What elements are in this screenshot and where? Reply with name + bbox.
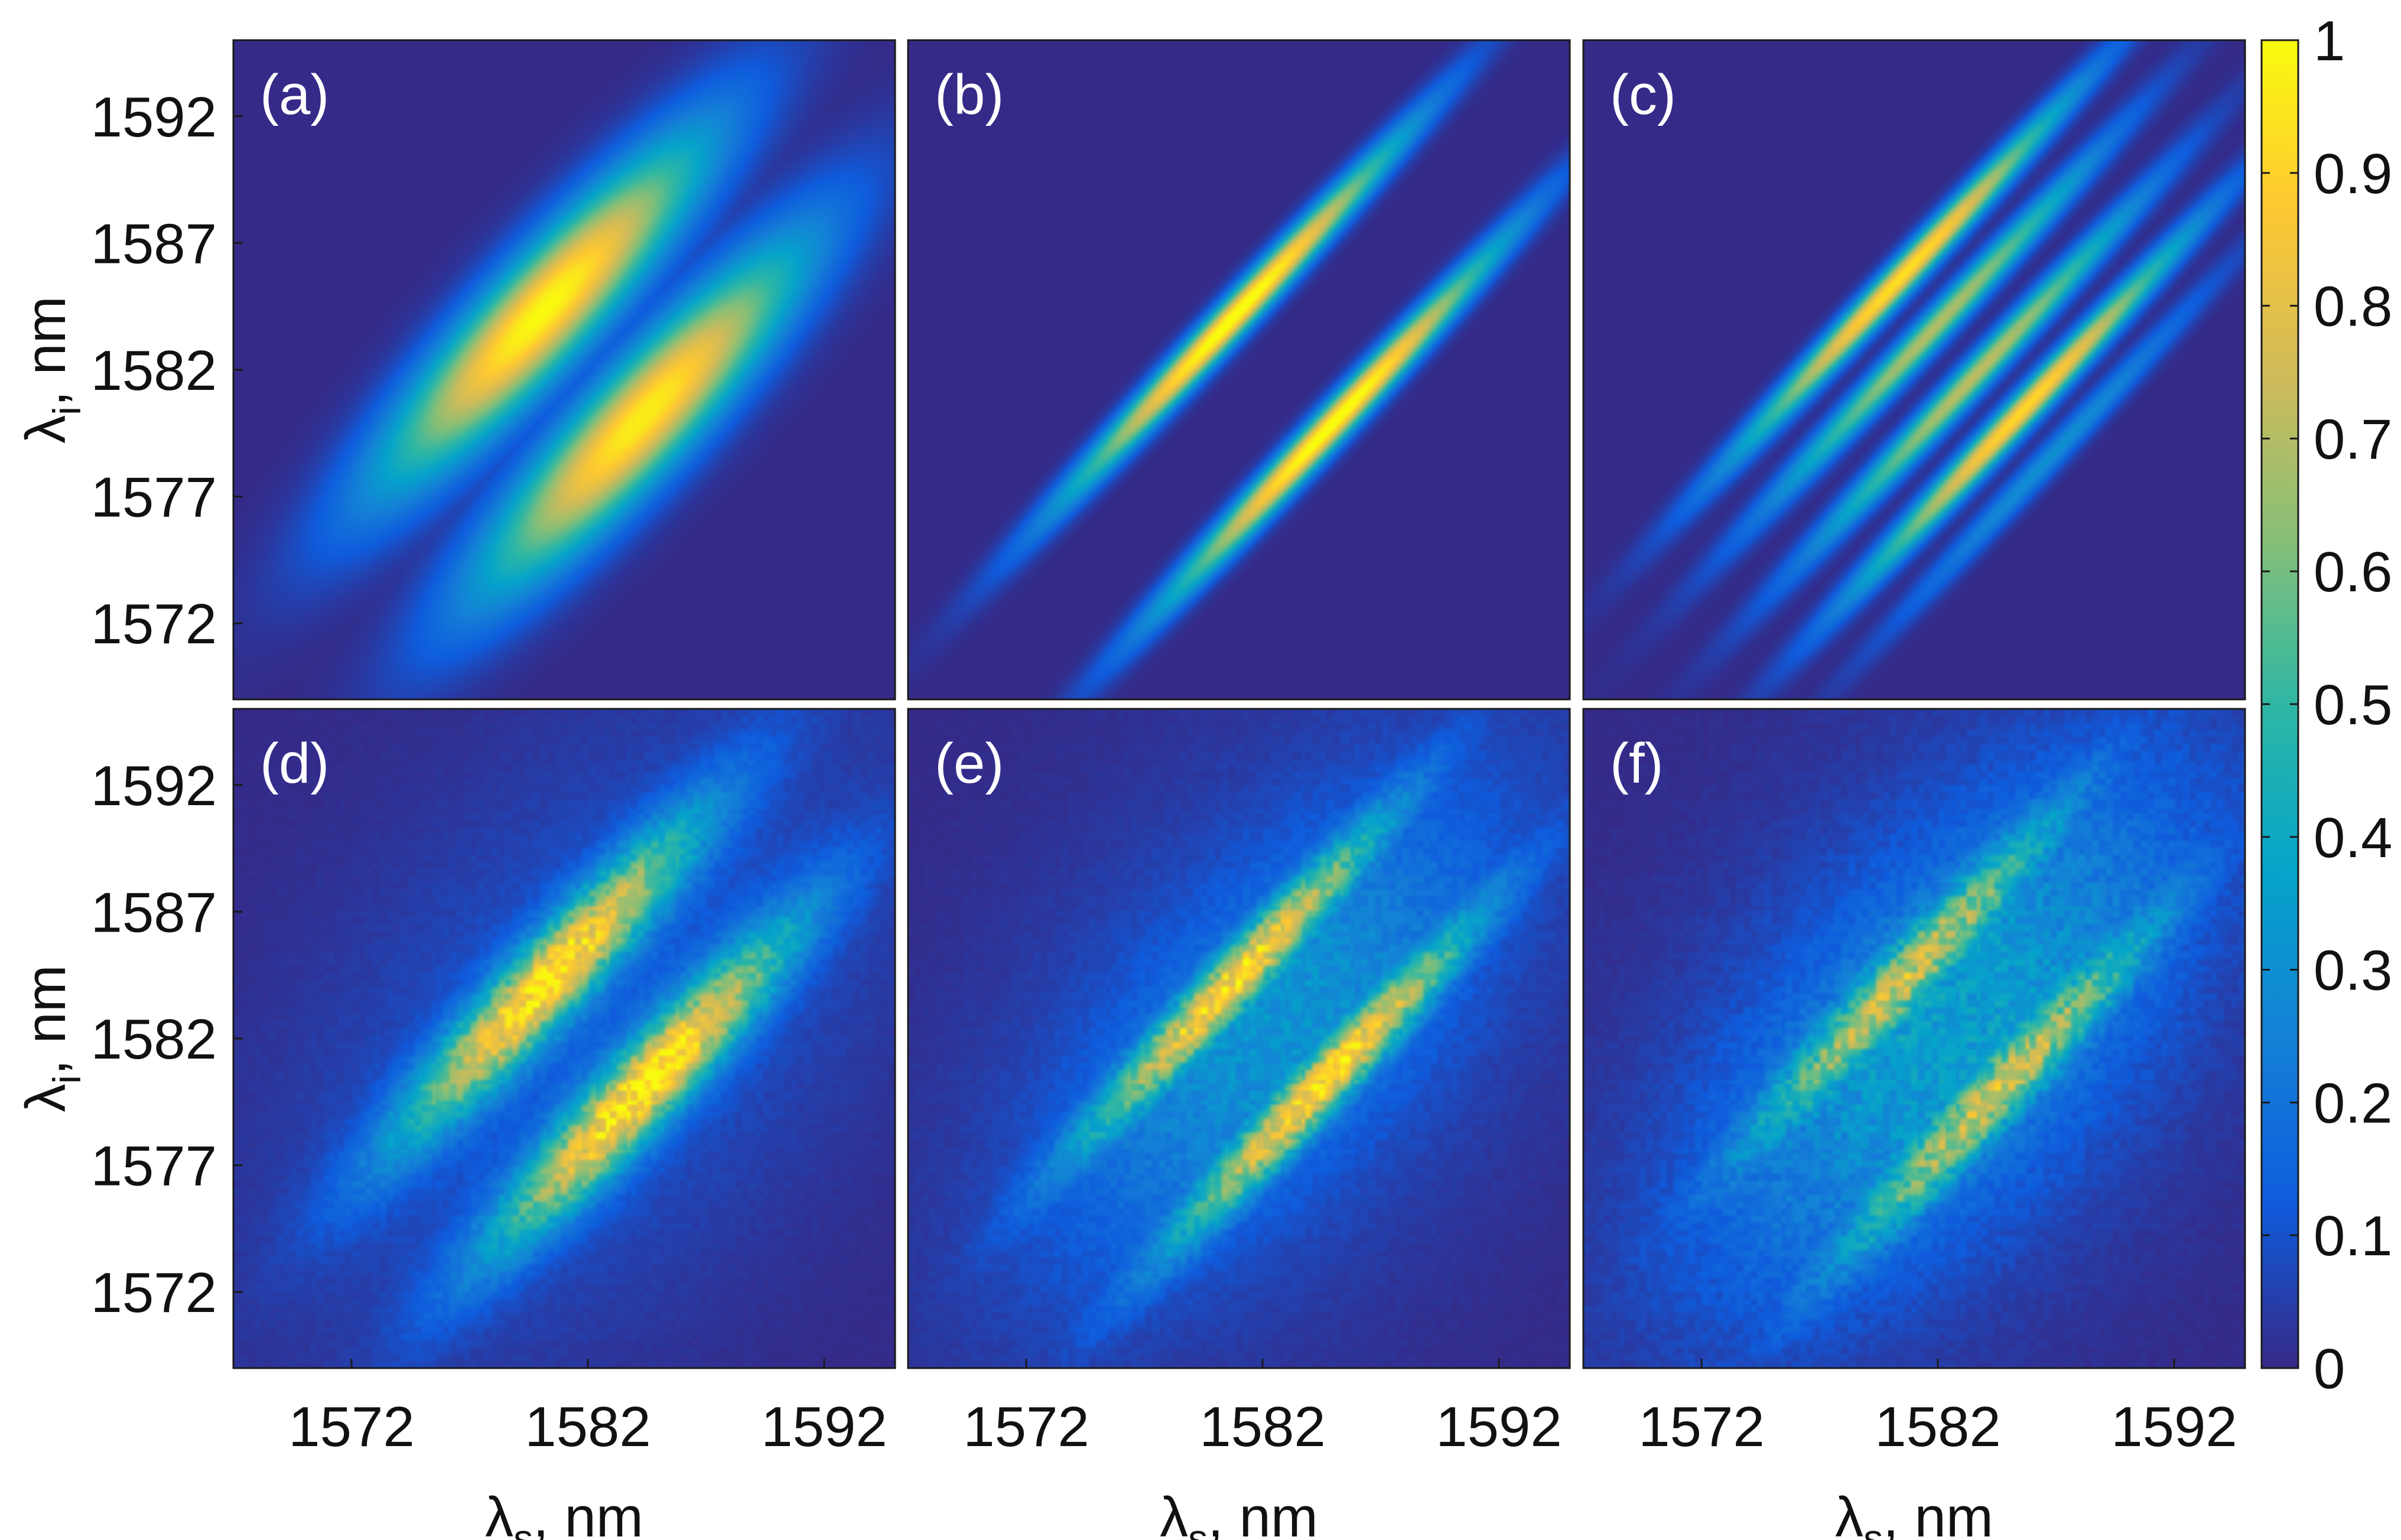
x-tick-label: 1592 [761, 1395, 887, 1458]
colorbar-tick-label: 0.5 [2314, 673, 2392, 737]
colorbar-tick-label: 0.4 [2314, 806, 2392, 870]
x-tick-label: 1572 [288, 1395, 415, 1458]
x-axis-label-symbol: λ [1160, 1486, 1188, 1540]
colorbar-tick-label: 1 [2314, 9, 2345, 73]
y-tick-label: 1592 [90, 754, 217, 818]
y-axis-label-unit: , nm [14, 965, 77, 1075]
y-tick-label: 1572 [90, 1261, 217, 1324]
y-axis-label-symbol: λ [14, 415, 77, 444]
colorbar-tick-label: 0 [2314, 1337, 2345, 1401]
colorbar-tick-label: 0.3 [2314, 939, 2392, 1002]
colorbar-tick-label: 0.8 [2314, 275, 2392, 338]
y-tick-label: 1572 [90, 592, 217, 656]
x-tick-label: 1592 [2111, 1395, 2237, 1458]
y-axis-label-unit: , nm [14, 296, 77, 406]
x-axis-label-symbol: λ [485, 1486, 513, 1540]
heatmap-image [1583, 709, 2245, 1368]
y-axis-label-subscript: i [45, 1075, 89, 1084]
panel-label: (d) [260, 732, 329, 795]
heatmap-image [908, 709, 1570, 1368]
panel-frame [907, 39, 1571, 701]
panel-b: (b) [907, 39, 1571, 701]
colorbar: 1 0.9 0.8 0.7 0.6 0.5 0.4 0.3 0.2 0.1 0 [2260, 9, 2392, 1401]
colorbar-tick-label: 0.6 [2314, 541, 2392, 604]
y-tick-label: 1577 [90, 466, 217, 529]
y-tick-label: 1577 [90, 1135, 217, 1198]
panel-label: (a) [260, 63, 329, 126]
x-axis-label-unit: , nm [1883, 1486, 1993, 1540]
y-axis-label-symbol: λ [14, 1084, 77, 1112]
panel-label: (c) [1610, 63, 1676, 126]
x-axis-label-unit: , nm [1208, 1486, 1318, 1540]
panel-frame [1582, 39, 2246, 701]
x-tick-label: 1592 [1436, 1395, 1562, 1458]
x-axis-label: λs, nm [485, 1486, 643, 1540]
y-tick-label: 1592 [90, 86, 217, 149]
x-axis-label-subscript: s [1863, 1516, 1883, 1540]
x-tick-label: 1572 [963, 1395, 1089, 1458]
colorbar-tick-label: 0.9 [2314, 142, 2392, 206]
panel-frame [907, 708, 1571, 1369]
x-axis-label-symbol: λ [1835, 1486, 1863, 1540]
colorbar-tick-label: 0.1 [2314, 1204, 2392, 1268]
y-axis-label: λi, nm [14, 965, 89, 1112]
y-axis-label: λi, nm [14, 296, 89, 443]
heatmap-image [1583, 40, 2245, 699]
colorbar-tick-label: 0.2 [2314, 1072, 2392, 1135]
x-tick-label: 1582 [525, 1395, 651, 1458]
colorbar-tick-label: 0.7 [2314, 408, 2392, 471]
panel-label: (f) [1610, 732, 1664, 795]
x-tick-label: 1582 [1875, 1395, 2001, 1458]
y-tick-label: 1582 [90, 339, 217, 402]
panel-label: (e) [935, 732, 1004, 795]
y-tick-label: 1587 [90, 212, 217, 275]
x-axis-label-unit: , nm [533, 1486, 643, 1540]
heatmap-image [233, 40, 895, 699]
panel-e: (e) 1572 1582 1592 λs, nm [907, 708, 1571, 1540]
panel-label: (b) [935, 63, 1004, 126]
heatmap-image [233, 709, 895, 1368]
x-axis-label-subscript: s [513, 1516, 533, 1540]
panel-frame [1582, 708, 2246, 1369]
x-tick-label: 1572 [1638, 1395, 1765, 1458]
panel-c: (c) [1582, 39, 2246, 701]
y-axis-label-subscript: i [45, 406, 89, 415]
x-tick-label: 1582 [1199, 1395, 1326, 1458]
heatmap-image [908, 40, 1570, 699]
panel-a: (a) 1592 1587 1582 1577 1572 λi, nm [14, 39, 896, 701]
x-axis-label: λs, nm [1160, 1486, 1318, 1540]
panel-f: (f) 1572 1582 1592 λs, nm [1582, 708, 2246, 1540]
y-tick-label: 1582 [90, 1008, 217, 1071]
y-tick-label: 1587 [90, 881, 217, 944]
x-axis-label: λs, nm [1835, 1486, 1993, 1540]
x-axis-label-subscript: s [1188, 1516, 1208, 1540]
